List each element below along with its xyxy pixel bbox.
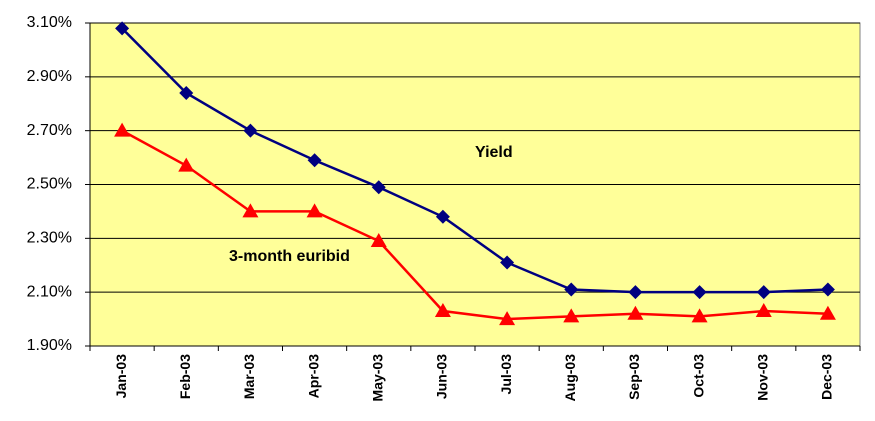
data-point [692, 285, 707, 300]
x-tick-label: Oct-03 [690, 354, 706, 398]
data-point [243, 123, 258, 138]
series-line [121, 27, 828, 294]
data-point [627, 305, 644, 320]
y-tick-label: 2.50% [27, 176, 72, 193]
y-tick-label: 2.70% [27, 122, 72, 139]
x-tick-label: Jan-03 [113, 354, 129, 399]
data-point [370, 233, 387, 248]
series-annotation: 3-month euribid [229, 248, 350, 265]
x-tick-label: Feb-03 [177, 354, 193, 399]
data-point [178, 157, 195, 172]
x-tick-label: Dec-03 [819, 354, 835, 400]
x-tick-label: May-03 [369, 354, 385, 402]
data-point [628, 285, 643, 300]
data-point [371, 180, 386, 195]
x-tick-label: Mar-03 [241, 354, 257, 399]
data-point [307, 153, 322, 168]
data-point [434, 303, 451, 318]
series-line [121, 129, 828, 321]
y-tick-label: 2.30% [27, 230, 72, 247]
data-point [820, 282, 835, 297]
y-tick-label: 2.10% [27, 283, 72, 300]
x-tick-label: Jul-03 [498, 354, 514, 395]
data-point [500, 255, 515, 270]
data-point [756, 285, 771, 300]
data-point [115, 21, 130, 36]
data-point [242, 203, 259, 218]
series-annotation: Yield [475, 144, 513, 161]
data-point [306, 203, 323, 218]
data-point [499, 311, 516, 326]
data-point [435, 209, 450, 224]
data-point [563, 308, 580, 323]
x-tick-label: Sep-03 [626, 354, 642, 400]
data-point [755, 303, 772, 318]
x-tick-label: Aug-03 [562, 354, 578, 402]
data-point [114, 122, 131, 137]
data-point [691, 308, 708, 323]
y-tick-label: 3.10% [27, 14, 72, 31]
data-point [179, 85, 194, 100]
data-point [564, 282, 579, 297]
y-tick-label: 1.90% [27, 337, 72, 354]
x-tick-label: Nov-03 [754, 354, 770, 401]
x-tick-label: Jun-03 [434, 354, 450, 399]
data-point [819, 305, 836, 320]
x-tick-label: Apr-03 [305, 354, 321, 399]
y-tick-label: 2.90% [27, 68, 72, 85]
